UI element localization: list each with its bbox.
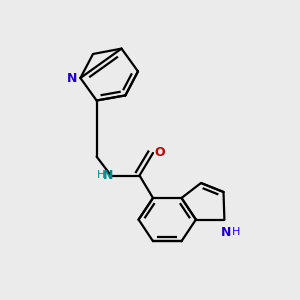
Text: N: N [221,226,231,239]
Text: O: O [154,146,165,159]
Text: N: N [67,71,77,85]
Text: H: H [232,227,241,237]
Text: H: H [97,170,106,181]
Text: N: N [103,169,113,182]
